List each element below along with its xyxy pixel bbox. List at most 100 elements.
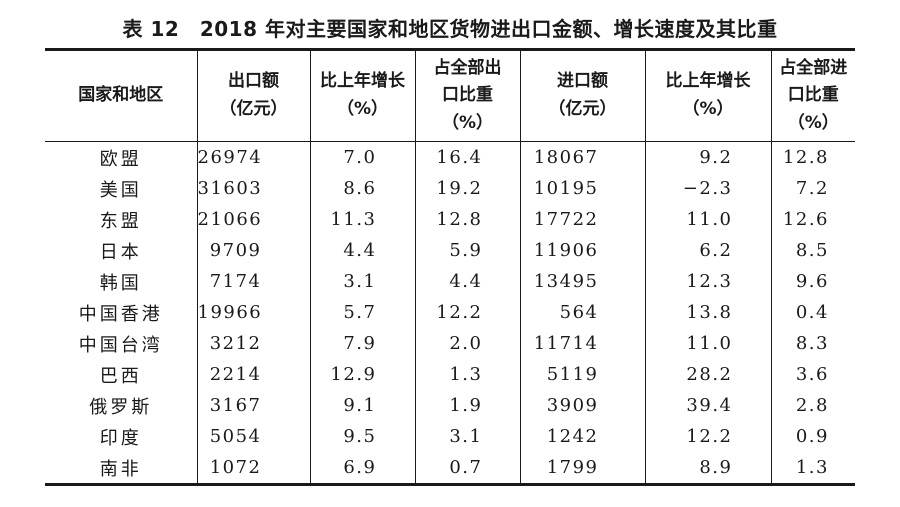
region-cell: 欧盟 <box>99 148 142 170</box>
value-cell: 21066 <box>196 204 310 235</box>
region-cell: 东盟 <box>99 210 142 232</box>
value-cell: 564 <box>519 297 645 328</box>
value-cell: 2.8 <box>770 390 855 421</box>
value-cell: 1.3 <box>770 452 855 485</box>
value-cell: 10195 <box>519 173 645 204</box>
value-cell: 9.1 <box>309 390 415 421</box>
table-title: 表 12 2018 年对主要国家和地区货物进出口金额、增长速度及其比重 <box>122 17 778 41</box>
value-cell: 17722 <box>519 204 645 235</box>
value-cell: 13495 <box>519 266 645 297</box>
region-cell: 俄罗斯 <box>89 396 153 418</box>
value-cell: 11906 <box>519 235 645 266</box>
value-cell: 3.1 <box>414 421 520 452</box>
value-cell: 19966 <box>196 297 310 328</box>
value-cell: 5119 <box>519 359 645 390</box>
region-cell: 韩国 <box>99 272 142 294</box>
table-row: 印度 5054 9.5 3.1 1242 12.2 0.9 <box>45 421 855 452</box>
value-cell: 9.6 <box>770 266 855 297</box>
value-cell: 9.5 <box>309 421 415 452</box>
value-cell: 7.0 <box>309 141 415 173</box>
value-cell: 8.9 <box>644 452 771 485</box>
value-cell: 1.9 <box>414 390 520 421</box>
value-cell: 3909 <box>519 390 645 421</box>
region-cell: 中国台湾 <box>78 334 163 356</box>
table-header: 国家和地区 出口额 （亿元） 比上年增长 （%） 占全部出 口比重 （%） 进口额 （亿… <box>45 49 855 142</box>
value-cell: 8.3 <box>770 328 855 359</box>
value-cell: 4.4 <box>414 266 520 297</box>
column-header-1: 出口额 （亿元） <box>196 49 310 142</box>
table-row: 日本 9709 4.4 5.9 11906 6.2 8.5 <box>45 235 855 266</box>
value-cell: 12.9 <box>309 359 415 390</box>
table-row: 中国台湾 3212 7.9 2.0 11714 11.0 8.3 <box>45 328 855 359</box>
value-cell: 0.7 <box>414 452 520 485</box>
value-cell: 12.8 <box>414 204 520 235</box>
value-cell: 7.9 <box>309 328 415 359</box>
value-cell: 7.2 <box>770 173 855 204</box>
value-cell: 11.0 <box>644 328 771 359</box>
value-cell: 39.4 <box>644 390 771 421</box>
value-cell: 13.8 <box>644 297 771 328</box>
table-row: 中国香港 19966 5.7 12.2 564 13.8 0.4 <box>45 297 855 328</box>
value-cell: 12.6 <box>770 204 855 235</box>
value-cell: 19.2 <box>414 173 520 204</box>
value-cell: 16.4 <box>414 141 520 173</box>
table-row: 韩国 7174 3.1 4.4 13495 12.3 9.6 <box>45 266 855 297</box>
value-cell: 9.2 <box>644 141 771 173</box>
value-cell: 8.5 <box>770 235 855 266</box>
value-cell: 8.6 <box>309 173 415 204</box>
value-cell: 2.0 <box>414 328 520 359</box>
table-body: 欧盟 26974 7.0 16.4 18067 9.2 12.8 美国 31603 8.6 19.2… <box>45 141 855 485</box>
value-cell: −2.3 <box>644 173 771 204</box>
value-cell: 11714 <box>519 328 645 359</box>
column-header-6: 占全部进 口比重 （%） <box>770 49 855 142</box>
column-header-0: 国家和地区 <box>45 49 197 142</box>
column-header-3: 占全部出 口比重 （%） <box>414 49 520 142</box>
value-cell: 5054 <box>196 421 310 452</box>
value-cell: 6.2 <box>644 235 771 266</box>
value-cell: 3167 <box>196 390 310 421</box>
value-cell: 11.3 <box>309 204 415 235</box>
value-cell: 26974 <box>196 141 310 173</box>
value-cell: 31603 <box>196 173 310 204</box>
value-cell: 1799 <box>519 452 645 485</box>
column-header-5: 比上年增长 （%） <box>644 49 771 142</box>
table-row: 俄罗斯 3167 9.1 1.9 3909 39.4 2.8 <box>45 390 855 421</box>
value-cell: 0.9 <box>770 421 855 452</box>
value-cell: 12.8 <box>770 141 855 173</box>
value-cell: 3.6 <box>770 359 855 390</box>
value-cell: 5.7 <box>309 297 415 328</box>
value-cell: 9709 <box>196 235 310 266</box>
table-row: 美国 31603 8.6 19.2 10195 −2.3 7.2 <box>45 173 855 204</box>
value-cell: 0.4 <box>770 297 855 328</box>
value-cell: 4.4 <box>309 235 415 266</box>
region-cell: 南非 <box>99 458 142 480</box>
value-cell: 12.2 <box>644 421 771 452</box>
value-cell: 12.2 <box>414 297 520 328</box>
column-header-2: 比上年增长 （%） <box>309 49 415 142</box>
region-cell: 日本 <box>99 241 142 263</box>
value-cell: 12.3 <box>644 266 771 297</box>
region-cell: 中国香港 <box>78 303 163 325</box>
header-row: 国家和地区 出口额 （亿元） 比上年增长 （%） 占全部出 口比重 （%） 进口额 （亿… <box>45 49 855 142</box>
value-cell: 1072 <box>196 452 310 485</box>
region-cell: 巴西 <box>99 365 142 387</box>
value-cell: 6.9 <box>309 452 415 485</box>
value-cell: 2214 <box>196 359 310 390</box>
table-row: 东盟 21066 11.3 12.8 17722 11.0 12.6 <box>45 204 855 235</box>
column-header-4: 进口额 （亿元） <box>519 49 645 142</box>
table-row: 欧盟 26974 7.0 16.4 18067 9.2 12.8 <box>45 141 855 173</box>
value-cell: 11.0 <box>644 204 771 235</box>
value-cell: 5.9 <box>414 235 520 266</box>
value-cell: 3212 <box>196 328 310 359</box>
value-cell: 18067 <box>519 141 645 173</box>
data-table: 国家和地区 出口额 （亿元） 比上年增长 （%） 占全部出 口比重 （%） 进口额 （亿… <box>45 48 855 486</box>
value-cell: 1.3 <box>414 359 520 390</box>
table-row: 巴西 2214 12.9 1.3 5119 28.2 3.6 <box>45 359 855 390</box>
value-cell: 1242 <box>519 421 645 452</box>
value-cell: 3.1 <box>309 266 415 297</box>
value-cell: 7174 <box>196 266 310 297</box>
value-cell: 28.2 <box>644 359 771 390</box>
region-cell: 美国 <box>99 179 142 201</box>
region-cell: 印度 <box>99 427 142 449</box>
